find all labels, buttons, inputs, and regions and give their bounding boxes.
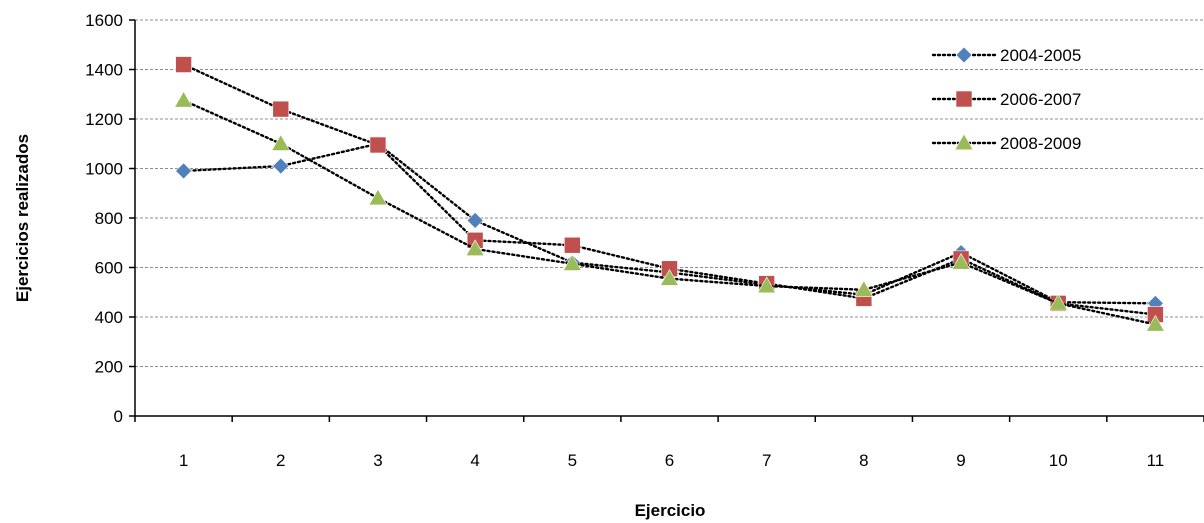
y-tick-labels: 0 200 400 600 800 1000 1200 1400 1600 [85,11,123,426]
point-2008-2009-11 [1145,314,1165,332]
legend-marker-2006-2007 [955,90,973,108]
series-group [174,56,1165,332]
x-tick-label-4: 4 [470,451,479,470]
y-tick-label-1000: 1000 [85,160,123,179]
point-2008-2009-2 [271,134,291,151]
y-tick-label-400: 400 [95,308,123,327]
legend-marker-2008-2009 [954,133,974,151]
x-tick-label-1: 1 [179,451,188,470]
legend-entry-2008-2009: 2008-2009 [931,133,1081,153]
x-tick-label-7: 7 [762,451,771,470]
point-2008-2009-5 [562,254,582,271]
x-axis-title: Ejercicio [635,501,706,520]
point-2008-2009-3 [368,188,388,206]
point-2004-2005-4 [466,212,484,229]
point-2006-2007-3 [369,136,387,154]
y-tick-label-1400: 1400 [85,61,123,80]
legend: 2004-2005 2006-2007 2008-2009 [931,46,1081,153]
legend-entry-2006-2007: 2006-2007 [931,90,1081,109]
x-tick-label-3: 3 [373,451,382,470]
point-2008-2009-9 [951,252,971,270]
x-tick-label-8: 8 [859,451,868,470]
legend-label-2004-2005: 2004-2005 [1000,46,1081,65]
legend-label-2008-2009: 2008-2009 [1000,134,1081,153]
point-2004-2005-1 [175,162,193,180]
x-tick-label-2: 2 [276,451,285,470]
point-2004-2005-2 [272,157,290,175]
point-2006-2007-5 [564,236,581,254]
point-2008-2009-4 [465,239,485,256]
point-2008-2009-1 [174,90,194,108]
point-2006-2007-2 [272,100,290,118]
point-2008-2009-7 [757,276,777,294]
series-2008-2009 [174,90,1165,332]
point-2006-2007-1 [175,56,192,73]
x-tick-label-10: 10 [1049,451,1068,470]
gridlines [135,19,1204,367]
legend-entry-2004-2005: 2004-2005 [931,46,1081,65]
x-tick-label-6: 6 [665,451,674,470]
y-tick-label-600: 600 [95,259,123,278]
x-tick-label-11: 11 [1147,451,1165,470]
y-tick-label-1600: 1600 [85,11,123,30]
legend-label-2006-2007: 2006-2007 [1000,90,1081,109]
axes [129,19,1204,422]
y-tick-label-200: 200 [95,358,123,377]
y-tick-label-1200: 1200 [85,110,123,129]
y-tick-label-800: 800 [95,209,123,228]
point-2008-2009-10 [1048,293,1068,311]
x-tick-label-5: 5 [568,451,577,470]
y-axis-title: Ejercicios realizados [13,134,32,302]
point-2008-2009-8 [854,280,874,297]
x-tick-label-9: 9 [956,451,965,470]
legend-marker-2004-2005 [955,46,973,64]
point-2008-2009-6 [659,269,680,286]
x-tick-labels: 1 2 3 4 5 6 7 8 9 10 11 [179,451,1164,470]
y-tick-label-0: 0 [114,407,123,426]
